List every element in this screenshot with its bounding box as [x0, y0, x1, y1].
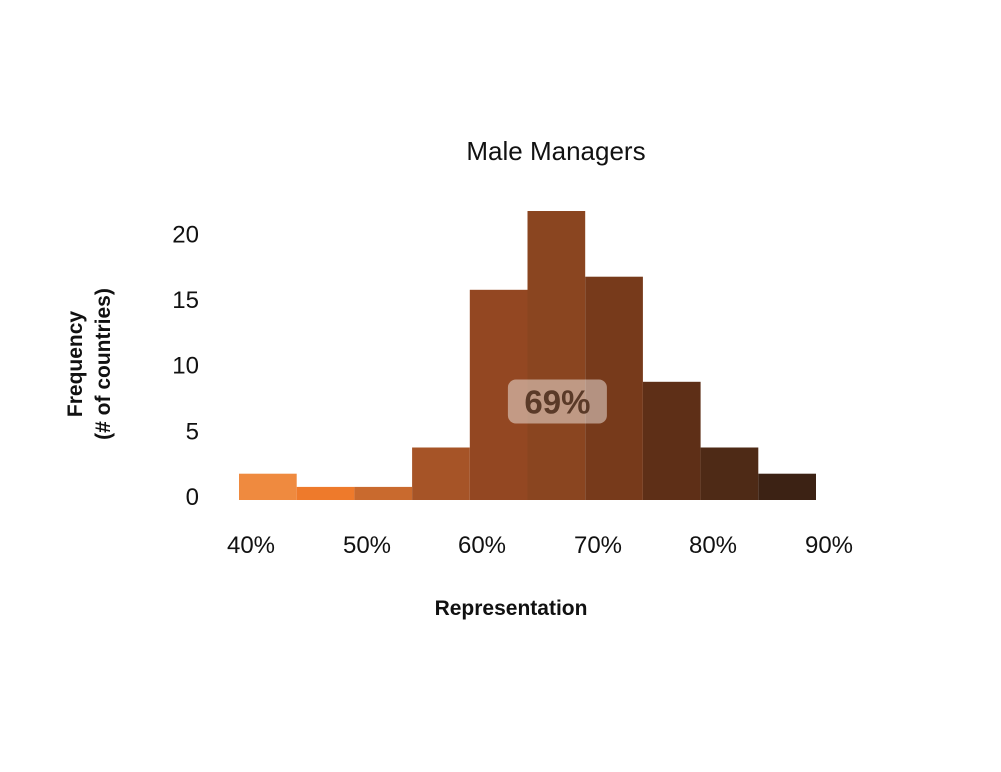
- y-axis-ticks: 0 5 10 15 20: [172, 221, 199, 511]
- histogram-bar: [642, 381, 701, 500]
- histogram-bars: [239, 211, 816, 500]
- y-axis-label: Frequency (# of countries): [64, 288, 115, 440]
- x-tick-label: 80%: [689, 532, 737, 559]
- y-tick-label: 5: [186, 418, 199, 445]
- histogram-bar: [758, 473, 816, 500]
- histogram-bar: [585, 276, 643, 500]
- y-tick-label: 15: [172, 287, 199, 314]
- histogram-bar: [412, 447, 470, 500]
- y-tick-label: 10: [172, 353, 199, 380]
- histogram-bar: [469, 289, 528, 500]
- x-tick-label: 40%: [227, 532, 275, 559]
- y-axis-label-sub: (# of countries): [92, 288, 115, 440]
- histogram-bar: [296, 486, 355, 500]
- chart-title: Male Managers: [466, 136, 645, 166]
- x-tick-label: 70%: [574, 532, 622, 559]
- y-tick-label: 20: [172, 221, 199, 248]
- x-tick-label: 60%: [458, 532, 506, 559]
- y-axis-label-main: Frequency: [64, 311, 87, 418]
- x-axis-ticks: 40% 50% 60% 70% 80% 90%: [227, 532, 853, 559]
- x-tick-label: 90%: [805, 532, 853, 559]
- y-tick-label: 0: [186, 484, 199, 511]
- annotation-box: [507, 379, 607, 424]
- x-tick-label: 50%: [343, 532, 391, 559]
- histogram-bar: [700, 447, 759, 500]
- annotation-label: 69%: [524, 384, 590, 421]
- histogram-bar: [527, 211, 586, 500]
- histogram-bar: [239, 473, 297, 500]
- histogram-bar: [354, 486, 413, 500]
- annotation-callout: 69%: [507, 379, 607, 424]
- x-axis-label: Representation: [435, 597, 588, 620]
